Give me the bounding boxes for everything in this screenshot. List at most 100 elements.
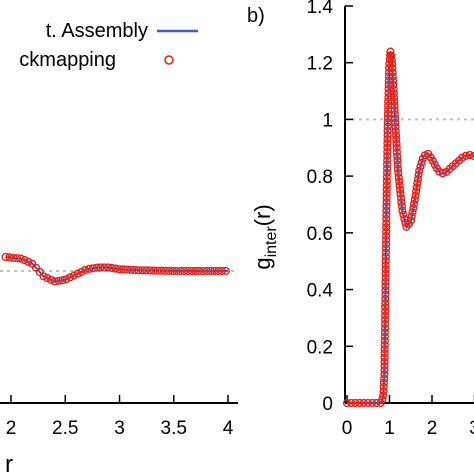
right-marker [390,101,399,111]
right-marker [399,210,408,219]
left-marker [221,266,230,276]
right-marker [381,244,391,253]
right-marker [381,290,390,299]
right-series-markers [342,47,474,408]
right-marker [382,177,392,186]
left-x-tick-label: 2.5 [52,418,78,439]
right-marker [380,340,389,350]
left-marker [164,266,174,276]
right-marker [383,143,392,152]
right-y-tick-label: 0.6 [307,224,333,245]
right-marker [382,231,391,240]
right-marker [416,162,425,171]
right-x-tick-label: 1 [384,418,395,439]
right-marker [381,277,390,287]
left-marker [198,266,208,276]
right-marker [382,189,391,198]
right-marker [409,199,419,209]
right-y-tick-labels: 0 0.2 0.4 0.6 0.8 1 1.2 1.4 [307,0,334,415]
left-marker [134,266,143,275]
right-marker [381,273,390,282]
right-marker [414,170,423,180]
right-marker [390,105,399,115]
left-panel: 2 2.5 3 3.5 4 r t. Assembly ckmapping [0,20,238,474]
legend-label-assembly: t. Assembly [46,20,148,42]
right-marker [392,143,401,153]
right-marker [342,398,352,408]
right-marker [383,139,392,148]
right-marker [382,214,391,224]
left-marker [5,253,14,262]
right-marker [379,382,388,392]
right-marker [381,269,390,278]
left-marker [172,266,181,276]
right-marker [380,366,389,375]
left-x-tick-labels: 2 2.5 3 3.5 4 [6,418,234,439]
left-marker [149,266,158,275]
right-marker [381,286,390,295]
left-marker [111,264,120,273]
right-marker [381,248,391,257]
right-marker [379,391,388,400]
left-x-axis-label: r [5,451,13,474]
right-marker [388,68,397,77]
right-marker [465,150,474,160]
left-marker [62,275,71,284]
right-marker [380,349,389,358]
left-marker [46,275,56,285]
left-marker [202,266,211,276]
left-marker [183,266,193,276]
right-marker [410,195,419,204]
right-y-axis-label: ginter(r) [250,204,280,269]
right-marker [394,173,403,182]
left-marker [145,266,155,275]
right-marker [382,172,392,182]
right-marker [381,315,390,324]
right-y-axis-title: ginter(r) [250,204,280,269]
left-marker [84,264,94,274]
left-marker [214,266,223,276]
right-marker [381,282,390,291]
right-marker [392,139,401,148]
right-marker [372,398,381,408]
right-marker [388,72,397,81]
right-marker [381,307,390,316]
right-marker [391,118,400,127]
right-marker [380,328,390,337]
right-marker [412,187,421,196]
right-marker [380,345,389,354]
left-marker [9,253,18,262]
left-marker [24,257,33,267]
right-marker [381,240,391,249]
left-marker [168,266,177,276]
right-marker [387,55,396,64]
panel-label-b: b) [247,5,265,27]
right-marker [389,76,398,85]
left-marker [50,277,60,286]
right-marker [383,130,392,140]
right-marker [382,202,391,211]
right-marker [355,398,364,408]
right-marker [413,175,423,184]
right-marker [412,183,421,192]
right-marker [378,395,387,404]
right-marker [380,332,390,341]
right-marker [380,353,389,362]
right-marker [382,223,391,232]
left-marker [157,266,166,275]
right-marker [380,357,389,366]
right-marker [415,166,424,175]
left-marker [81,265,90,275]
right-marker [380,370,389,379]
right-marker [381,303,390,312]
right-marker [395,177,404,186]
right-marker [382,198,391,207]
right-marker [381,311,390,320]
right-marker [394,168,403,178]
left-marker [153,266,162,275]
left-marker [58,276,67,285]
left-x-tick-label: 3 [114,418,125,439]
right-marker [383,118,392,127]
left-x-ticks [10,395,229,403]
